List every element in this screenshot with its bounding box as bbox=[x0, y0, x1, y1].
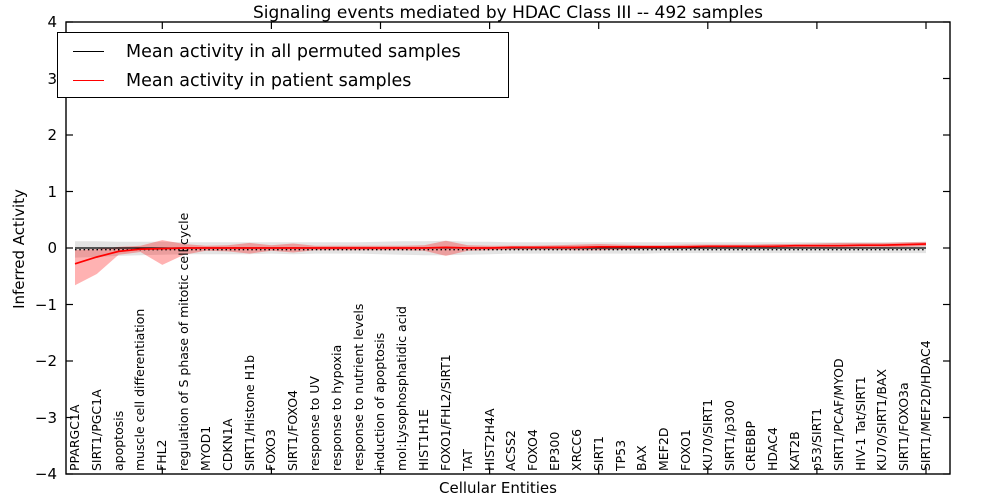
patient-mean-line bbox=[74, 243, 927, 265]
x-tick-label: CDKN1A bbox=[219, 418, 235, 471]
permuted-band bbox=[75, 240, 926, 258]
x-tick-label: apoptosis bbox=[110, 410, 126, 471]
x-tick-label: EP300 bbox=[547, 431, 563, 471]
x-tick-label: KAT2B bbox=[787, 431, 803, 471]
x-tick-label: CREBBP bbox=[743, 421, 759, 471]
x-tick-label: KU70/SIRT1/BAX bbox=[874, 368, 890, 471]
x-tick-label: SIRT1/p300 bbox=[721, 400, 737, 471]
x-tick-label: response to hypoxia bbox=[328, 344, 344, 471]
x-tick-label: response to nutrient levels bbox=[350, 303, 366, 471]
black-line-sample-icon bbox=[73, 51, 104, 52]
legend-box: Mean activity in all permuted samples Me… bbox=[57, 32, 509, 98]
chart-title: Signaling events mediated by HDAC Class … bbox=[252, 3, 764, 23]
x-tick-label: MEF2D bbox=[656, 427, 672, 471]
x-tick-label: XRCC6 bbox=[568, 428, 584, 471]
x-tick-label: p53/SIRT1 bbox=[808, 407, 824, 471]
x-tick-label: induction of apoptosis bbox=[372, 332, 388, 471]
x-tick-label: ACSS2 bbox=[503, 430, 519, 471]
x-tick-label: SIRT1 bbox=[590, 436, 606, 471]
y-tick-label: 3 bbox=[47, 69, 57, 88]
x-tick-label: PPARGC1A bbox=[67, 404, 82, 471]
y-tick-label: 0 bbox=[47, 239, 57, 257]
legend-entry-patient: Mean activity in patient samples bbox=[58, 66, 508, 95]
x-tick-label: FOXO1/FHL2/SIRT1 bbox=[437, 354, 453, 471]
red-line-sample-icon bbox=[73, 80, 104, 81]
x-tick-label: HIV-1 Tat/SIRT1 bbox=[852, 376, 868, 471]
patient-band bbox=[75, 240, 926, 286]
x-tick-label: HIST1H1E bbox=[416, 409, 432, 471]
x-tick-label: SIRT1/FOXO3a bbox=[896, 382, 912, 471]
x-tick-label: BAX bbox=[634, 445, 650, 471]
y-tick-label: 1 bbox=[47, 182, 57, 201]
x-tick-label: SIRT1/Histone H1b bbox=[241, 354, 257, 471]
x-tick-label: FOXO3 bbox=[263, 429, 279, 471]
x-tick-label: KU70/SIRT1 bbox=[699, 398, 715, 471]
x-tick-label: TAT bbox=[459, 449, 475, 471]
legend-entry-permuted: Mean activity in all permuted samples bbox=[58, 37, 508, 66]
x-tick-label: TP53 bbox=[612, 439, 628, 471]
x-axis-label: Cellular Entities bbox=[439, 479, 557, 497]
legend-label-patient: Mean activity in patient samples bbox=[126, 70, 412, 91]
x-tick-label: SIRT1/PGC1A bbox=[88, 389, 104, 471]
x-tick-label: FHL2 bbox=[154, 439, 170, 471]
y-tick-label: −2 bbox=[34, 352, 57, 370]
x-tick-label: SIRT1/MEF2D/HDAC4 bbox=[918, 340, 933, 471]
x-tick-label: FOXO4 bbox=[525, 429, 541, 471]
legend-label-permuted: Mean activity in all permuted samples bbox=[126, 41, 461, 62]
x-tick-label: muscle cell differentiation bbox=[132, 308, 148, 471]
y-tick-label: −4 bbox=[34, 465, 57, 483]
x-tick-label: HDAC4 bbox=[765, 427, 781, 471]
x-tick-label: SIRT1/FOXO4 bbox=[285, 390, 301, 471]
x-tick-label: FOXO1 bbox=[677, 429, 693, 471]
x-tick-label: MYOD1 bbox=[197, 425, 213, 471]
x-tick-label: mol:Lysophosphatidic acid bbox=[394, 306, 410, 471]
y-tick-label: 4 bbox=[47, 13, 57, 31]
x-tick-label: HIST2H4A bbox=[481, 408, 497, 471]
y-tick-label: 2 bbox=[47, 126, 57, 144]
x-tick-label: response to UV bbox=[307, 376, 323, 471]
y-tick-label: −3 bbox=[34, 408, 57, 427]
y-tick-label: −1 bbox=[34, 295, 57, 314]
x-tick-label: SIRT1/PCAF/MYOD bbox=[830, 358, 846, 471]
x-tick-label: regulation of S phase of mitotic cell cy… bbox=[176, 212, 192, 471]
